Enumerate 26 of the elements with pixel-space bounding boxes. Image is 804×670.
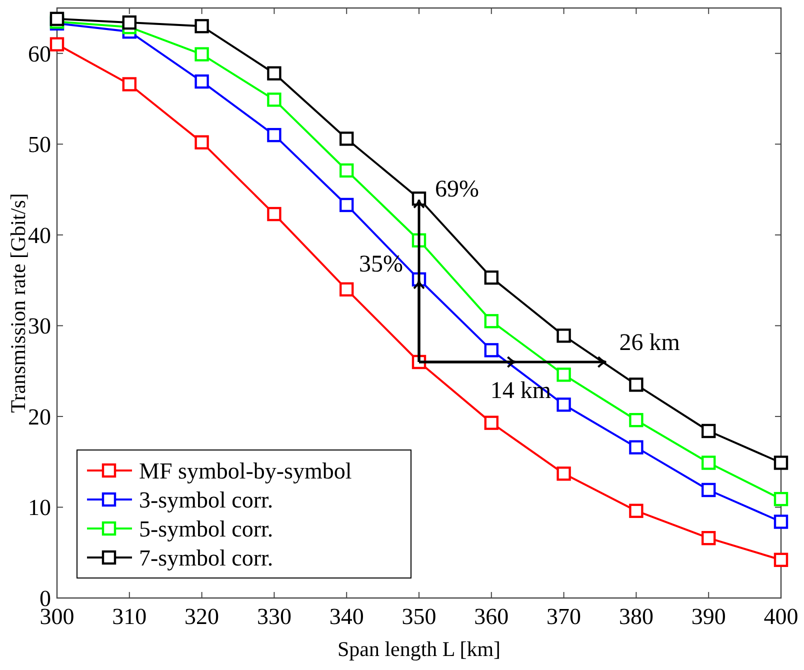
y-axis-title: Transmission rate [Gbit/s] bbox=[6, 193, 30, 413]
y-tick-label: 60 bbox=[28, 41, 51, 66]
legend-label: MF symbol-by-symbol bbox=[139, 458, 352, 484]
x-tick-label: 360 bbox=[474, 604, 509, 629]
x-tick-label: 320 bbox=[184, 604, 220, 629]
y-tick-label: 20 bbox=[28, 404, 51, 430]
annotation: 26 km bbox=[619, 330, 680, 356]
x-axis-title: Span length L [km] bbox=[337, 637, 501, 661]
y-tick-label: 30 bbox=[28, 314, 51, 339]
x-tick-label: 310 bbox=[112, 604, 147, 629]
y-tick-label: 40 bbox=[28, 222, 51, 248]
x-tick-label: 390 bbox=[691, 604, 726, 629]
x-tick-label: 350 bbox=[402, 604, 436, 629]
annotation: 69% bbox=[435, 176, 479, 203]
annotation: 14 km bbox=[490, 378, 552, 404]
legend-label: 5-symbol corr. bbox=[139, 516, 274, 542]
x-tick-label: 340 bbox=[329, 604, 364, 629]
x-tick-label: 380 bbox=[618, 604, 654, 629]
annotation: 35% bbox=[359, 251, 403, 278]
y-tick-label: 50 bbox=[28, 132, 51, 158]
legend-label: 3-symbol corr. bbox=[139, 488, 274, 512]
x-tick-label: 400 bbox=[764, 604, 798, 629]
x-tick-label: 370 bbox=[546, 604, 582, 629]
legend-label: 7-symbol corr. bbox=[139, 546, 274, 570]
x-tick-label: 330 bbox=[256, 604, 292, 629]
y-tick-label: 10 bbox=[28, 495, 51, 520]
